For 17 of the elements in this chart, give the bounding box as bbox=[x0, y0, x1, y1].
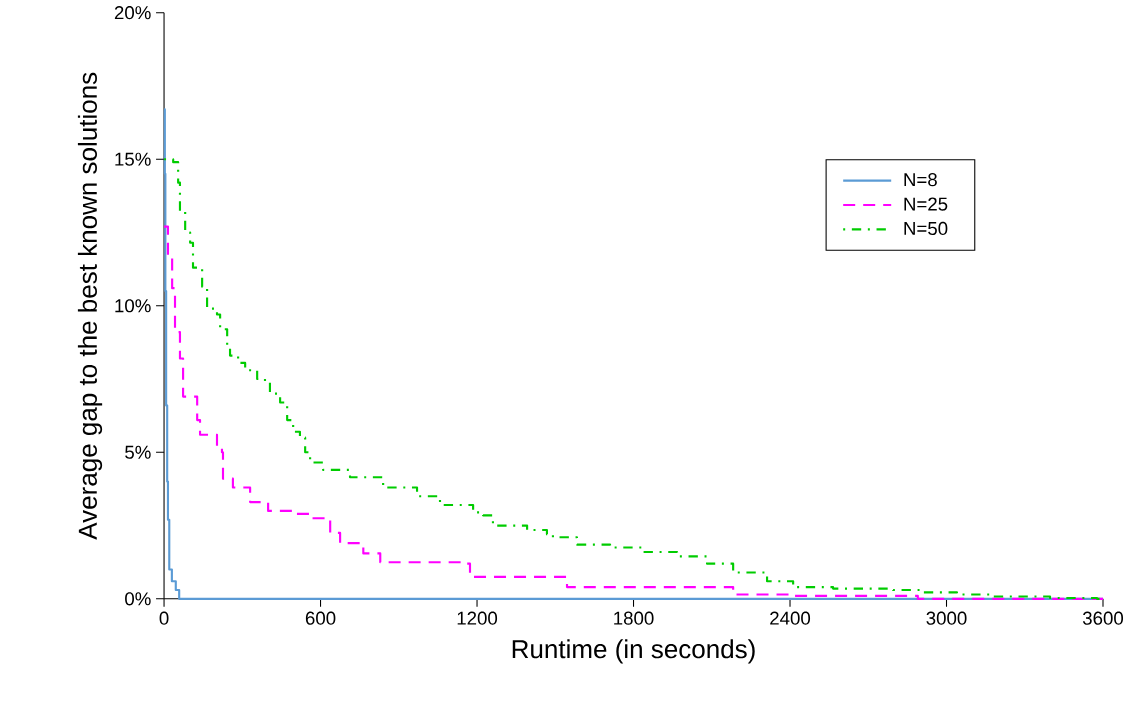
legend-label: N=8 bbox=[904, 173, 937, 187]
x-tick-label: 600 bbox=[305, 611, 336, 625]
y-tick-label: 10% bbox=[115, 299, 151, 313]
x-axis-title: Runtime (in seconds) bbox=[512, 639, 755, 664]
y-tick-label: 5% bbox=[125, 445, 151, 459]
legend-label: N=50 bbox=[904, 221, 948, 236]
y-tick-label: 0% bbox=[125, 592, 151, 606]
y-tick-label: 20% bbox=[114, 6, 151, 20]
x-tick-label: 1200 bbox=[457, 611, 498, 625]
x-tick-label: 2400 bbox=[770, 611, 811, 625]
y-axis-title: Average gap to the best known solutions bbox=[77, 72, 103, 540]
x-tick-label: 3600 bbox=[1082, 611, 1124, 625]
x-tick-label: 0 bbox=[159, 611, 169, 625]
x-tick-label: 1800 bbox=[614, 611, 654, 625]
y-tick-label: 15% bbox=[115, 152, 151, 166]
x-tick-label: 3000 bbox=[926, 611, 967, 625]
legend-label: N=25 bbox=[904, 197, 948, 211]
